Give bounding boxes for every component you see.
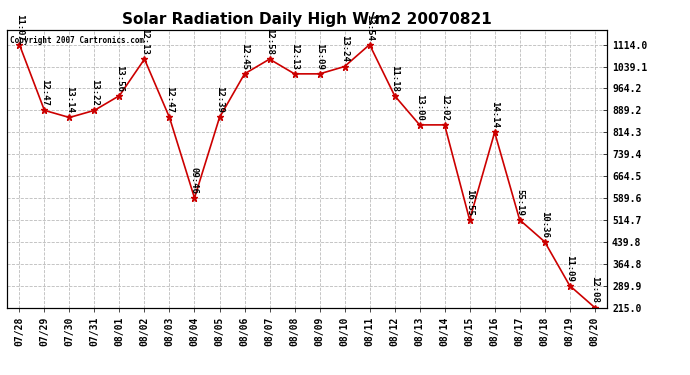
- Text: 11:18: 11:18: [390, 64, 399, 92]
- Text: Copyright 2007 Cartronics.com: Copyright 2007 Cartronics.com: [10, 36, 144, 45]
- Text: 09:46: 09:46: [190, 167, 199, 194]
- Text: 12:47: 12:47: [40, 80, 49, 106]
- Text: 15:09: 15:09: [315, 43, 324, 70]
- Text: 55:19: 55:19: [515, 189, 524, 216]
- Text: 13:24: 13:24: [340, 36, 349, 62]
- Text: 12:58: 12:58: [265, 28, 274, 55]
- Text: 16:55: 16:55: [465, 189, 474, 216]
- Text: 13:54: 13:54: [365, 13, 374, 40]
- Text: 13:22: 13:22: [90, 80, 99, 106]
- Text: 12:39: 12:39: [215, 87, 224, 113]
- Text: 11:09: 11:09: [565, 255, 574, 281]
- Text: 14:14: 14:14: [490, 101, 499, 128]
- Text: 12:13: 12:13: [290, 43, 299, 70]
- Text: 12:13: 12:13: [140, 28, 149, 55]
- Text: 13:14: 13:14: [65, 87, 74, 113]
- Text: 13:56: 13:56: [115, 64, 124, 92]
- Text: 11:07: 11:07: [15, 13, 24, 40]
- Text: 10:36: 10:36: [540, 211, 549, 238]
- Text: 13:00: 13:00: [415, 94, 424, 121]
- Text: 12:45: 12:45: [240, 43, 249, 70]
- Text: 12:47: 12:47: [165, 87, 174, 113]
- Text: 12:08: 12:08: [590, 276, 599, 303]
- Title: Solar Radiation Daily High W/m2 20070821: Solar Radiation Daily High W/m2 20070821: [122, 12, 492, 27]
- Text: 12:02: 12:02: [440, 94, 449, 121]
